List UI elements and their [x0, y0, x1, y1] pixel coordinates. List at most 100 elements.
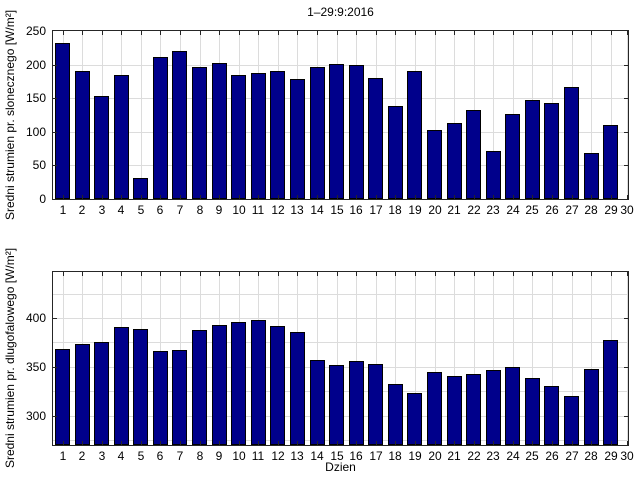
- x-tick-mark: [317, 272, 318, 276]
- x-tick-mark: [454, 195, 455, 199]
- x-tick-mark: [102, 441, 103, 445]
- grid-line-x: [454, 272, 455, 445]
- x-tick-mark: [141, 441, 142, 445]
- x-tick-mark: [611, 441, 612, 445]
- grid-line-x: [395, 272, 396, 445]
- y-tick-mark: [53, 367, 57, 368]
- y-tick-mark: [624, 416, 628, 417]
- x-tick-mark: [552, 272, 553, 276]
- x-tick-mark: [435, 441, 436, 445]
- bar-day-6: [153, 351, 168, 445]
- y-tick-mark: [624, 98, 628, 99]
- x-tick-mark: [82, 272, 83, 276]
- x-tick-label: 20: [428, 203, 442, 217]
- x-tick-mark: [160, 272, 161, 276]
- y-tick-mark: [53, 318, 57, 319]
- x-tick-label: 9: [215, 449, 223, 463]
- x-tick-mark: [493, 441, 494, 445]
- grid-line-x: [611, 31, 612, 199]
- bar-day-1: [55, 349, 70, 445]
- bar-day-14: [310, 67, 325, 199]
- x-tick-mark: [258, 441, 259, 445]
- bar-day-5: [133, 178, 148, 199]
- x-tick-mark: [239, 31, 240, 35]
- y-tick-mark: [53, 98, 57, 99]
- x-tick-label: 13: [290, 203, 304, 217]
- x-tick-mark: [572, 272, 573, 276]
- bar-day-23: [486, 370, 501, 445]
- x-tick-mark: [239, 441, 240, 445]
- bar-day-21: [447, 123, 462, 199]
- grid-line-x: [337, 272, 338, 445]
- x-tick-mark: [121, 441, 122, 445]
- x-tick-mark: [454, 272, 455, 276]
- x-tick-mark: [376, 195, 377, 199]
- bar-day-7: [172, 51, 187, 199]
- x-tick-label: 14: [310, 203, 324, 217]
- x-tick-mark: [82, 441, 83, 445]
- bar-day-8: [192, 67, 207, 199]
- grid-line-x: [591, 272, 592, 445]
- x-tick-label: 14: [310, 449, 324, 463]
- bar-day-15: [329, 365, 344, 445]
- x-tick-label: 10: [232, 449, 246, 463]
- x-tick-mark: [102, 31, 103, 35]
- x-tick-mark: [278, 195, 279, 199]
- x-tick-label: 5: [137, 449, 145, 463]
- grid-line-x: [141, 31, 142, 199]
- x-tick-label: 4: [117, 449, 125, 463]
- bar-day-9: [212, 325, 227, 445]
- x-tick-mark: [493, 272, 494, 276]
- grid-line-x: [572, 272, 573, 445]
- x-tick-label: 21: [447, 203, 461, 217]
- bar-day-27: [564, 396, 579, 445]
- y-tick-mark: [53, 65, 57, 66]
- x-tick-mark: [219, 31, 220, 35]
- bar-day-3: [94, 342, 109, 445]
- x-tick-label: 8: [196, 203, 204, 217]
- x-tick-mark: [317, 195, 318, 199]
- bar-day-11: [251, 73, 266, 199]
- x-tick-mark: [63, 195, 64, 199]
- x-tick-mark: [82, 195, 83, 199]
- x-tick-mark: [627, 441, 628, 445]
- x-tick-mark: [572, 441, 573, 445]
- x-tick-mark: [552, 441, 553, 445]
- x-tick-mark: [180, 441, 181, 445]
- bar-day-7: [172, 350, 187, 445]
- grid-line-x: [627, 31, 628, 199]
- x-tick-mark: [474, 195, 475, 199]
- bar-day-26: [544, 103, 559, 199]
- x-tick-mark: [317, 31, 318, 35]
- x-tick-mark: [102, 272, 103, 276]
- x-tick-label: 30: [620, 449, 634, 463]
- x-tick-mark: [376, 31, 377, 35]
- x-tick-mark: [611, 195, 612, 199]
- x-tick-label: 6: [156, 203, 164, 217]
- bar-day-22: [466, 374, 481, 445]
- x-tick-mark: [180, 272, 181, 276]
- bar-day-10: [231, 75, 246, 199]
- x-tick-label: 18: [388, 203, 402, 217]
- x-tick-mark: [219, 195, 220, 199]
- bar-day-5: [133, 329, 148, 445]
- y-tick-mark: [624, 132, 628, 133]
- bar-day-26: [544, 386, 559, 445]
- bar-day-15: [329, 64, 344, 199]
- x-tick-mark: [395, 441, 396, 445]
- x-tick-mark: [63, 441, 64, 445]
- x-tick-mark: [160, 195, 161, 199]
- bar-day-8: [192, 330, 207, 445]
- x-tick-mark: [435, 272, 436, 276]
- x-tick-mark: [141, 272, 142, 276]
- bar-day-2: [75, 344, 90, 445]
- x-axis-label: Dzien: [325, 460, 356, 474]
- x-tick-mark: [591, 31, 592, 35]
- x-tick-mark: [63, 272, 64, 276]
- x-tick-label: 20: [428, 449, 442, 463]
- x-tick-mark: [627, 31, 628, 35]
- y-tick-label: 250: [25, 24, 46, 38]
- bar-day-24: [505, 114, 520, 199]
- x-tick-label: 30: [620, 203, 634, 217]
- x-tick-mark: [356, 195, 357, 199]
